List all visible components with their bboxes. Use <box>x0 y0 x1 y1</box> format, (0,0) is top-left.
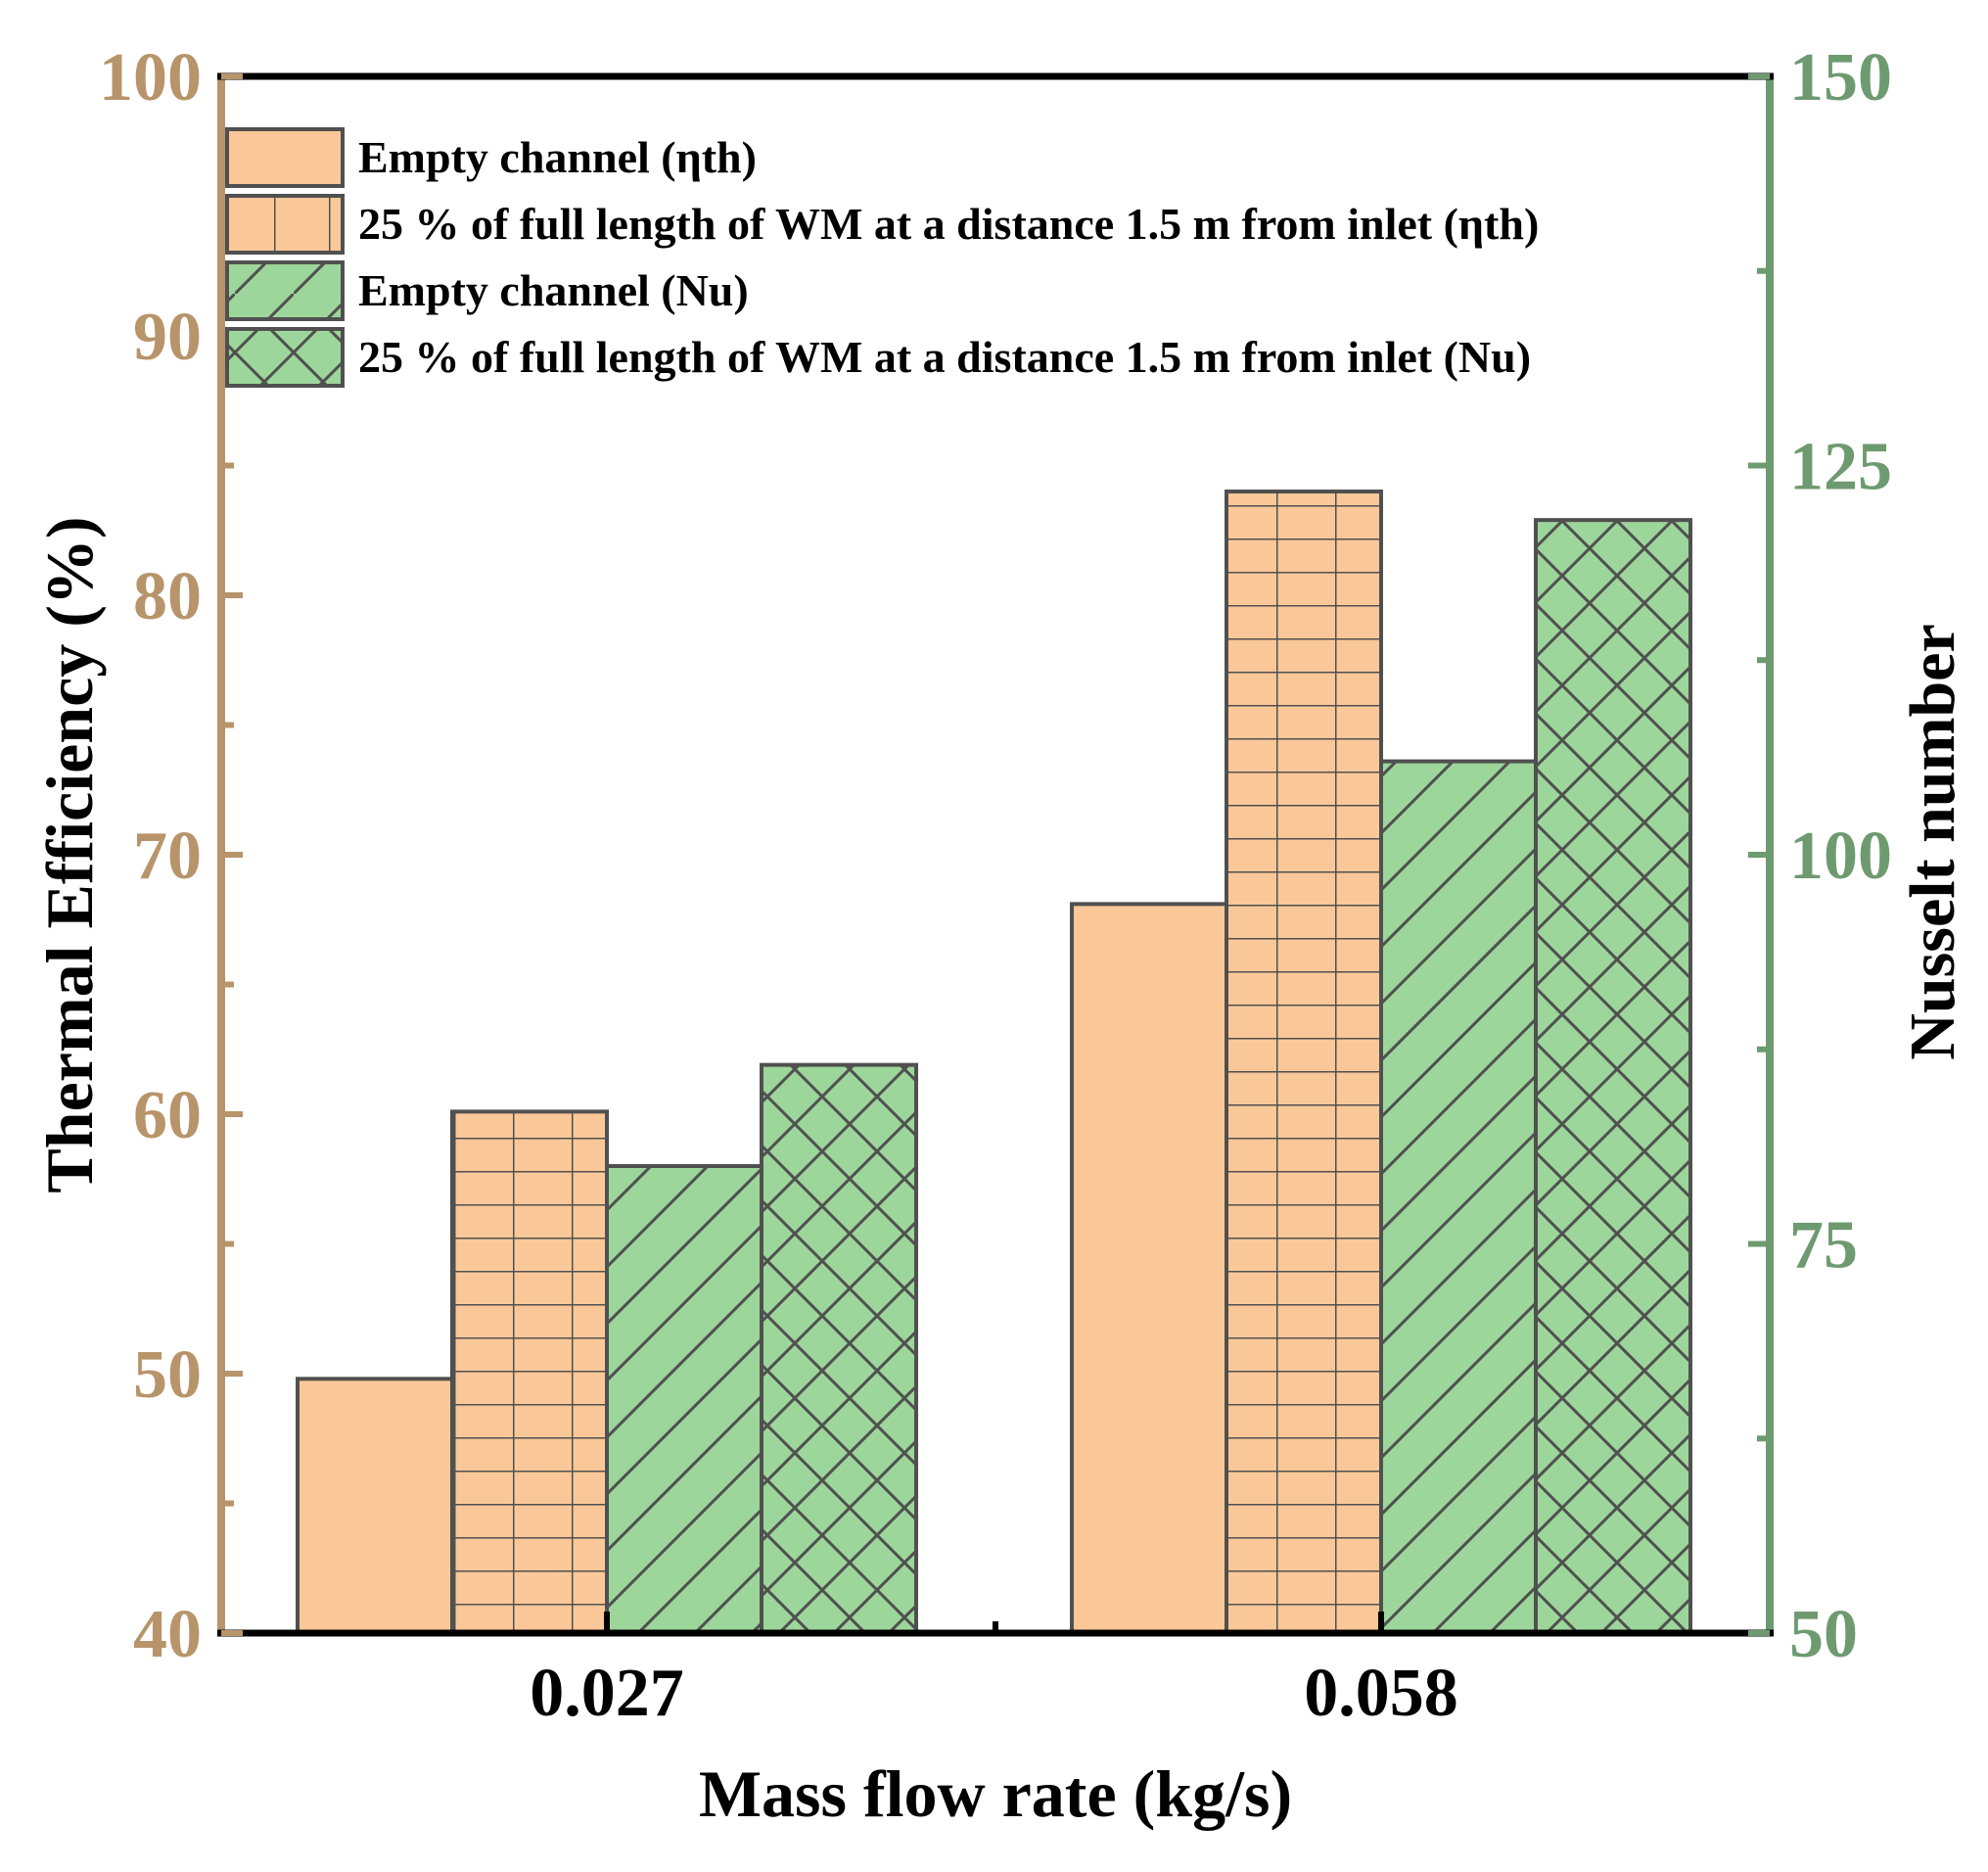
legend-swatch <box>225 260 345 321</box>
x-tick-label: 0.027 <box>530 1656 684 1731</box>
right-axis-ticks: 50 75 100 125 150 <box>1748 40 1892 1672</box>
bar-empty-nu-0_027 <box>605 1164 763 1635</box>
legend-swatch <box>225 127 345 188</box>
left-tick-label: 90 <box>133 300 202 375</box>
right-tick-label: 75 <box>1789 1208 1858 1284</box>
left-tick-label: 60 <box>133 1078 202 1153</box>
x-axis-title: Mass flow rate (kg/s) <box>699 1756 1292 1831</box>
bar-empty-eta-0_058 <box>1070 902 1228 1635</box>
bar-wm-nu-0_058 <box>1534 518 1692 1635</box>
bar-empty-nu-0_058 <box>1379 759 1538 1635</box>
left-tick-label: 70 <box>133 819 202 894</box>
legend: Empty channel (ηth) 25 % of full length o… <box>225 127 1539 388</box>
legend-label: Empty channel (Nu) <box>358 265 749 315</box>
right-tick-label: 150 <box>1789 40 1892 116</box>
left-tick-label: 40 <box>133 1597 202 1672</box>
right-axis-title: Nusselt number <box>1897 624 1968 1060</box>
right-tick-label: 50 <box>1789 1597 1858 1672</box>
legend-label: 25 % of full length of WM at a distance … <box>358 199 1539 249</box>
bar-wm-eta-0_058 <box>1225 490 1383 1635</box>
left-axis-title: Thermal Efficiency (%) <box>32 516 107 1193</box>
left-axis-ticks: 40 50 60 70 80 90 100 <box>99 40 243 1672</box>
left-tick-label: 50 <box>133 1337 202 1413</box>
bars-layer <box>296 490 1692 1636</box>
legend-swatch <box>225 194 345 255</box>
x-tick-label: 0.058 <box>1304 1656 1458 1731</box>
legend-label: 25 % of full length of WM at a distance … <box>358 332 1531 382</box>
right-tick-label: 125 <box>1789 430 1892 505</box>
legend-label: Empty channel (ηth) <box>358 132 757 182</box>
right-tick-label: 100 <box>1789 819 1892 894</box>
x-axis-ticks: 0.027 0.058 <box>530 1612 1458 1731</box>
legend-swatch <box>225 327 345 388</box>
left-tick-label: 80 <box>133 559 202 634</box>
bar-wm-eta-0_027 <box>450 1109 609 1635</box>
left-tick-label: 100 <box>99 40 202 116</box>
bar-wm-nu-0_027 <box>760 1062 918 1635</box>
bar-empty-eta-0_027 <box>296 1377 454 1636</box>
